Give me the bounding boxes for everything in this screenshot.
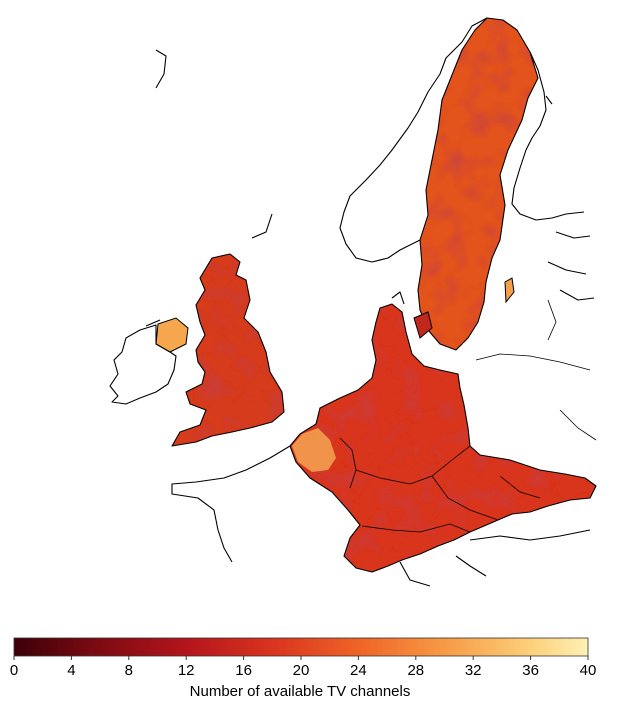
colorbar-tick-label: 20	[293, 662, 310, 679]
great-britain-coverage	[172, 254, 284, 446]
colorbar-tick-label: 16	[235, 662, 252, 679]
colorbar-tick-label: 4	[67, 662, 75, 679]
colorbar-tick-label: 40	[580, 662, 597, 679]
colorbar-tick-label: 8	[125, 662, 133, 679]
central-europe-coverage	[290, 304, 596, 572]
colorbar-ramp	[13, 637, 589, 657]
colorbar-tick-label: 0	[10, 662, 18, 679]
colorbar-tick-label: 32	[465, 662, 482, 679]
ireland-outline	[109, 324, 177, 405]
gotland-coverage	[504, 277, 515, 304]
colorbar-tick-label: 24	[350, 662, 367, 679]
danish-islands-coverage	[413, 311, 433, 339]
finland-coastline	[511, 51, 585, 221]
colorbar-label: Number of available TV channels	[190, 683, 411, 700]
norway-coastline	[339, 17, 488, 263]
colorbar-tick-label: 12	[178, 662, 195, 679]
sweden-coverage	[418, 18, 538, 350]
colorbar-tick-label: 36	[522, 662, 539, 679]
colorbar: 0 4 8 12 16 20 24 28 32 36 40 Number of available …	[10, 637, 597, 700]
colorbar-tick-label: 28	[407, 662, 424, 679]
belgium-coverage	[292, 428, 336, 472]
